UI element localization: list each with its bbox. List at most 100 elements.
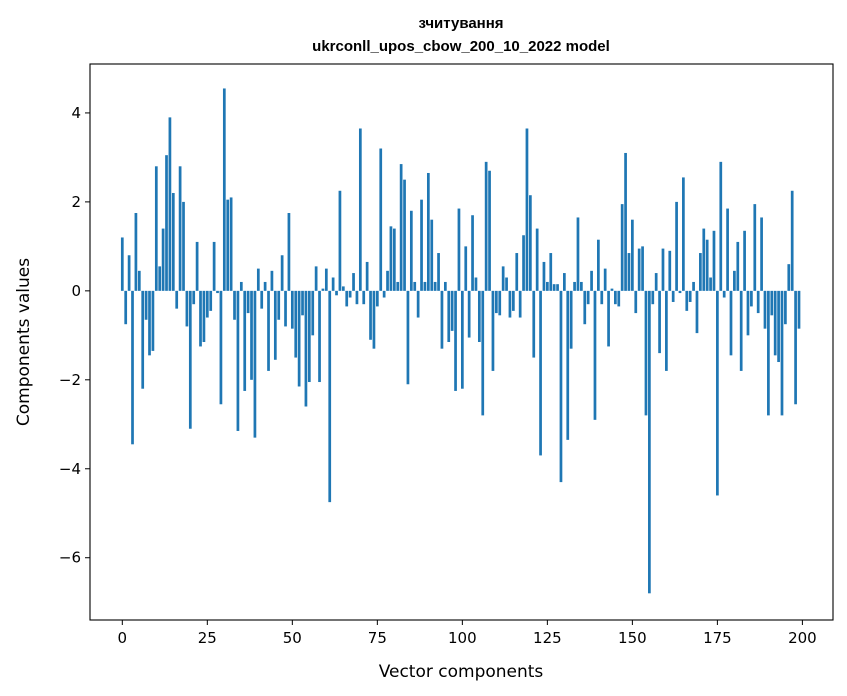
bar-127	[552, 284, 556, 291]
bar-87	[416, 290, 420, 318]
bar-135	[580, 281, 583, 291]
bar-41	[260, 290, 264, 309]
x-axis-ticks: 0 25 50 75 100 125 150 175 200	[118, 620, 817, 647]
bar-190	[767, 290, 770, 416]
bar-66	[345, 290, 349, 307]
bar-49	[287, 213, 291, 291]
bar-80	[392, 228, 396, 291]
bar-65	[341, 286, 345, 291]
bar-61	[328, 290, 332, 503]
bar-4	[134, 213, 138, 291]
bar-62	[331, 277, 335, 291]
bar-19	[185, 290, 189, 327]
bar-158	[658, 290, 661, 354]
bar-199	[797, 290, 801, 329]
bar-30	[222, 88, 226, 291]
bar-89	[423, 281, 427, 291]
bar-101	[464, 246, 468, 291]
bar-78	[386, 270, 389, 291]
bar-140	[597, 239, 600, 291]
bar-125	[546, 281, 549, 291]
y-axis-ticks: −6 −4 −2 0 2 4	[59, 104, 90, 567]
bar-144	[610, 288, 614, 291]
bar-72	[365, 261, 369, 291]
bar-94	[440, 290, 444, 349]
bar-11	[158, 266, 162, 291]
bar-103	[471, 215, 474, 291]
bar-39	[253, 290, 257, 438]
y-tick-label: 4	[71, 104, 81, 122]
bar-84	[406, 290, 410, 385]
y-tick-label: 2	[71, 193, 81, 211]
bar-194	[780, 290, 784, 416]
bar-130	[563, 273, 566, 291]
bar-9	[151, 290, 155, 351]
bar-96	[447, 290, 451, 342]
x-tick-label: 125	[533, 629, 562, 647]
bar-14	[168, 117, 172, 291]
x-tick-label: 0	[118, 629, 128, 647]
bar-164	[678, 290, 682, 294]
bar-31	[226, 199, 230, 291]
bar-162	[671, 290, 675, 302]
bar-33	[233, 290, 236, 320]
bar-156	[651, 290, 655, 305]
bar-69	[355, 290, 359, 305]
bar-180	[733, 270, 736, 291]
bar-106	[481, 290, 485, 416]
bar-109	[491, 290, 495, 371]
bar-157	[654, 273, 658, 291]
x-tick-label: 75	[368, 629, 387, 647]
bar-55	[307, 290, 311, 383]
bar-98	[454, 290, 457, 391]
x-axis-label: Vector components	[379, 662, 544, 682]
bar-26	[209, 290, 213, 311]
y-axis-label: Components values	[14, 258, 34, 426]
bar-60	[324, 268, 328, 291]
bar-149	[627, 253, 631, 291]
chart-title: зчитування	[418, 15, 503, 32]
y-tick-label: −4	[59, 460, 81, 478]
y-tick-label: −6	[59, 549, 81, 567]
x-tick-label: 175	[703, 629, 732, 647]
bar-185	[750, 290, 753, 307]
bar-53	[301, 290, 304, 316]
x-tick-label: 100	[448, 629, 477, 647]
bar-145	[614, 290, 617, 305]
bar-3	[131, 290, 134, 445]
bar-163	[675, 201, 678, 291]
bar-50	[290, 290, 294, 329]
bar-197	[790, 190, 794, 291]
bar-38	[250, 290, 253, 380]
bar-187	[756, 290, 760, 314]
bar-132	[569, 290, 573, 349]
bar-195	[784, 290, 787, 325]
bar-77	[382, 290, 386, 298]
bar-119	[525, 128, 529, 291]
bar-160	[665, 290, 668, 371]
bar-70	[358, 128, 362, 291]
x-tick-label: 50	[283, 629, 302, 647]
bar-154	[644, 290, 648, 416]
bar-159	[661, 248, 665, 291]
bar-46	[277, 290, 281, 320]
bar-167	[688, 290, 692, 302]
bar-196	[787, 264, 791, 291]
bar-56	[311, 290, 315, 336]
bar-15	[171, 192, 175, 291]
bar-120	[529, 195, 532, 291]
y-tick-label: −2	[59, 371, 81, 389]
bar-48	[284, 290, 287, 327]
bar-136	[583, 290, 587, 325]
bar-148	[624, 152, 627, 291]
bar-67	[348, 290, 352, 298]
bar-79	[389, 226, 393, 291]
bar-172	[705, 239, 709, 291]
bar-198	[794, 290, 797, 405]
bar-108	[488, 170, 491, 291]
bar-184	[746, 290, 750, 336]
bar-13	[165, 155, 168, 291]
bar-97	[450, 290, 454, 331]
bar-183	[743, 230, 746, 291]
bar-71	[362, 290, 366, 305]
